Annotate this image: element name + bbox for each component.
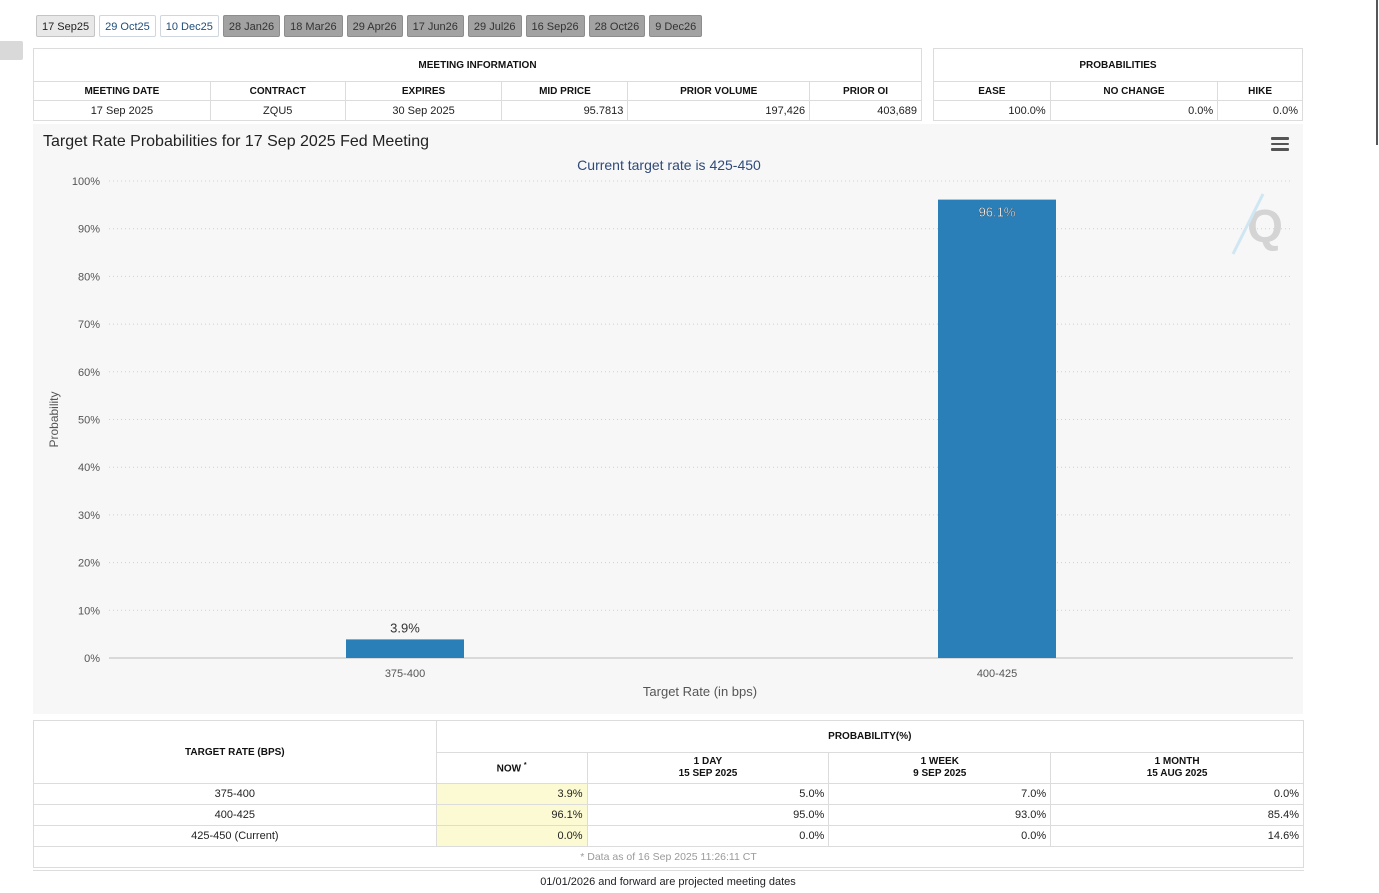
col-contract: CONTRACT	[209, 81, 346, 101]
month-cell: 0.0%	[1050, 783, 1304, 805]
window-edge	[1376, 0, 1378, 145]
day-cell: 0.0%	[586, 825, 830, 847]
meeting-information-title: MEETING INFORMATION	[33, 48, 922, 82]
meeting-tab[interactable]: 29 Oct25	[99, 15, 156, 37]
col-prior-volume: PRIOR VOLUME	[627, 81, 811, 101]
meeting-tab[interactable]: 18 Mar26	[284, 15, 343, 37]
now-asterisk: *	[523, 762, 527, 770]
now-cell: 3.9%	[435, 783, 588, 805]
col-prior-oi: PRIOR OI	[809, 81, 922, 101]
hike-value: 0.0%	[1217, 100, 1303, 121]
chart-menu-icon[interactable]	[1271, 137, 1289, 151]
bar-data-label: 3.9%	[390, 620, 420, 635]
chart-canvas: Current target rate is 425-450 0% 10% 20% 30…	[47, 157, 1293, 699]
col-hike: HIKE	[1217, 81, 1303, 101]
rate-cell: 375-400	[33, 783, 437, 805]
y-tick-label: 90%	[78, 224, 100, 236]
ease-value: 100.0%	[933, 100, 1051, 121]
meeting-tab[interactable]: 29 Apr26	[346, 15, 403, 37]
col-expires: EXPIRES	[344, 81, 503, 101]
month-cell: 85.4%	[1050, 804, 1304, 826]
expires-value: 30 Sep 2025	[344, 100, 503, 121]
col-now: NOW *	[435, 752, 588, 784]
footer-divider	[33, 870, 1304, 871]
y-tick-label: 70%	[78, 319, 100, 331]
period-label: 1 DAY	[693, 756, 723, 767]
period-date: 9 SEP 2025	[913, 768, 967, 779]
bar	[938, 199, 1056, 658]
y-tick-label: 60%	[78, 367, 100, 379]
col-target-rate: TARGET RATE (BPS)	[33, 720, 437, 784]
chart-title: Target Rate Probabilities for 17 Sep 202…	[43, 133, 430, 150]
y-tick-label: 100%	[72, 176, 100, 188]
meeting-information-table: MEETING INFORMATION MEETING DATE CONTRAC…	[33, 48, 922, 121]
rate-cell: 425-450 (Current)	[33, 825, 437, 847]
probabilities-table: PROBABILITIES EASE NO CHANGE HIKE 100.0%…	[933, 48, 1303, 121]
y-tick-label: 0%	[84, 653, 100, 665]
y-tick-label: 80%	[78, 271, 100, 283]
now-label: NOW	[496, 763, 522, 775]
meeting-tab[interactable]: 29 Jul26	[467, 15, 522, 37]
bar-data-label: 96.1%	[979, 205, 1016, 220]
now-cell: 0.0%	[435, 825, 588, 847]
side-panel-handle[interactable]	[0, 41, 23, 60]
prior-oi-value: 403,689	[809, 100, 922, 121]
table-row: 375-400 3.9% 5.0% 7.0% 0.0%	[33, 783, 1304, 805]
probability-header: PROBABILITY(%)	[435, 720, 1305, 753]
meeting-tab[interactable]: 17 Jun26	[406, 15, 464, 37]
x-tick-label: 375-400	[385, 668, 425, 680]
x-axis-title: Target Rate (in bps)	[643, 684, 757, 699]
week-cell: 7.0%	[828, 783, 1052, 805]
week-cell: 0.0%	[828, 825, 1052, 847]
probability-history-table: TARGET RATE (BPS) PROBABILITY(%) NOW * 1…	[33, 720, 1305, 868]
day-cell: 95.0%	[586, 804, 830, 826]
meeting-tab[interactable]: 10 Dec25	[159, 15, 219, 37]
table-row: 425-450 (Current) 0.0% 0.0% 0.0% 14.6%	[33, 825, 1304, 847]
col-no-change: NO CHANGE	[1049, 81, 1219, 101]
col-1-month: 1 MONTH 15 AUG 2025	[1050, 752, 1304, 784]
meeting-tab[interactable]: 16 Sep26	[525, 15, 585, 37]
x-tick-label: 400-425	[977, 668, 1017, 680]
y-tick-label: 50%	[78, 415, 100, 427]
y-tick-label: 40%	[78, 462, 100, 474]
y-axis-title: Probability	[47, 391, 61, 447]
mid-price-value: 95.7813	[501, 100, 629, 121]
rate-cell: 400-425	[33, 804, 437, 826]
table-row: 400-425 96.1% 95.0% 93.0% 85.4%	[33, 804, 1304, 826]
period-date: 15 SEP 2025	[678, 768, 738, 779]
now-cell: 96.1%	[435, 804, 588, 826]
y-tick-label: 20%	[78, 558, 100, 570]
chart-subtitle: Current target rate is 425-450	[577, 157, 761, 173]
projected-dates-footer: 01/01/2026 and forward are projected mee…	[540, 876, 796, 888]
meeting-tabs: 17 Sep25 29 Oct25 10 Dec25 28 Jan26 18 Mar26…	[36, 15, 703, 39]
meeting-tab[interactable]: 9 Dec26	[649, 15, 703, 37]
watermark-logo: Q	[1247, 200, 1283, 252]
col-1-week: 1 WEEK 9 SEP 2025	[828, 752, 1052, 784]
col-1-day: 1 DAY 15 SEP 2025	[586, 752, 830, 784]
y-tick-label: 10%	[78, 605, 100, 617]
week-cell: 93.0%	[828, 804, 1052, 826]
data-timestamp-note: * Data as of 16 Sep 2025 11:26:11 CT	[33, 846, 1304, 868]
bar	[346, 639, 464, 658]
col-mid-price: MID PRICE	[501, 81, 629, 101]
day-cell: 5.0%	[586, 783, 830, 805]
month-cell: 14.6%	[1050, 825, 1304, 847]
col-ease: EASE	[933, 81, 1051, 101]
no-change-value: 0.0%	[1049, 100, 1219, 121]
meeting-date-value: 17 Sep 2025	[33, 100, 211, 121]
period-date: 15 AUG 2025	[1146, 768, 1208, 779]
prior-volume-value: 197,426	[627, 100, 811, 121]
col-meeting-date: MEETING DATE	[33, 81, 211, 101]
probabilities-title: PROBABILITIES	[933, 48, 1303, 82]
meeting-tab[interactable]: 28 Jan26	[222, 15, 281, 37]
period-label: 1 MONTH	[1154, 756, 1200, 767]
contract-value: ZQU5	[209, 100, 346, 121]
y-tick-label: 30%	[78, 510, 100, 522]
meeting-tab[interactable]: 28 Oct26	[588, 15, 646, 37]
period-label: 1 WEEK	[920, 756, 959, 767]
meeting-tab[interactable]: 17 Sep25	[36, 15, 96, 37]
watermark-stroke	[1231, 193, 1265, 255]
target-rate-chart: Current target rate is 425-450 0% 10% 20% 30…	[33, 124, 1303, 714]
